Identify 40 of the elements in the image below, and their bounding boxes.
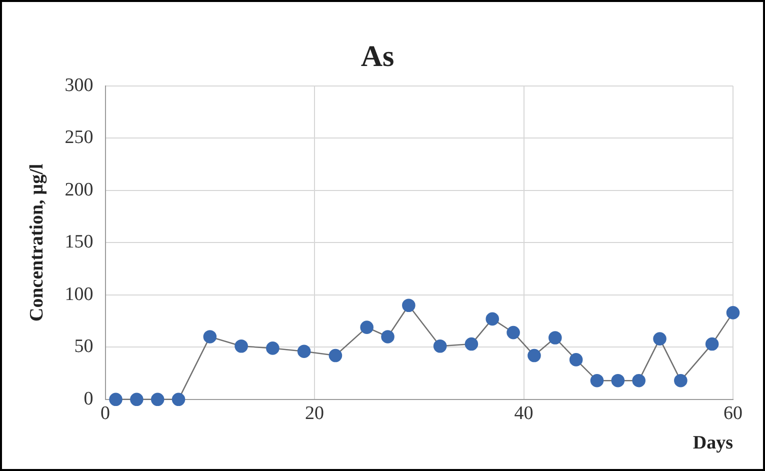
point: [528, 348, 541, 362]
y-axis-title: Concentration, µg/l: [26, 164, 48, 322]
y-tick-label: 200: [64, 179, 94, 200]
point: [203, 330, 217, 344]
y-tick-label: 0: [84, 388, 94, 410]
point: [611, 374, 625, 388]
point: [590, 374, 604, 388]
point: [402, 298, 416, 312]
point: [464, 337, 478, 351]
y-tick-label: 250: [64, 127, 94, 148]
y-tick-label: 300: [64, 74, 94, 96]
x-axis-title: Days: [692, 432, 733, 454]
point: [234, 339, 248, 353]
point: [328, 348, 342, 362]
point: [705, 337, 719, 351]
y-tick-label: 100: [64, 284, 94, 305]
point: [506, 326, 520, 340]
point: [297, 344, 311, 358]
point: [548, 331, 562, 344]
point: [109, 392, 122, 406]
point: [266, 342, 280, 355]
point: [130, 392, 144, 406]
x-tick-label: 0: [100, 402, 110, 424]
point: [486, 312, 500, 326]
chart-title: As: [360, 40, 394, 73]
point: [150, 392, 164, 406]
point: [632, 374, 646, 388]
point: [381, 330, 394, 344]
x-tick-label: 40: [514, 402, 534, 424]
point: [726, 306, 740, 320]
y-tick-label: 150: [64, 232, 94, 253]
point: [172, 392, 186, 406]
point: [569, 353, 583, 366]
point: [433, 339, 447, 353]
x-tick-label: 60: [724, 402, 742, 424]
point: [360, 320, 374, 334]
point: [674, 374, 688, 388]
x-tick-label: 20: [305, 402, 324, 424]
point: [653, 332, 666, 346]
y-tick-label: 50: [74, 336, 94, 358]
